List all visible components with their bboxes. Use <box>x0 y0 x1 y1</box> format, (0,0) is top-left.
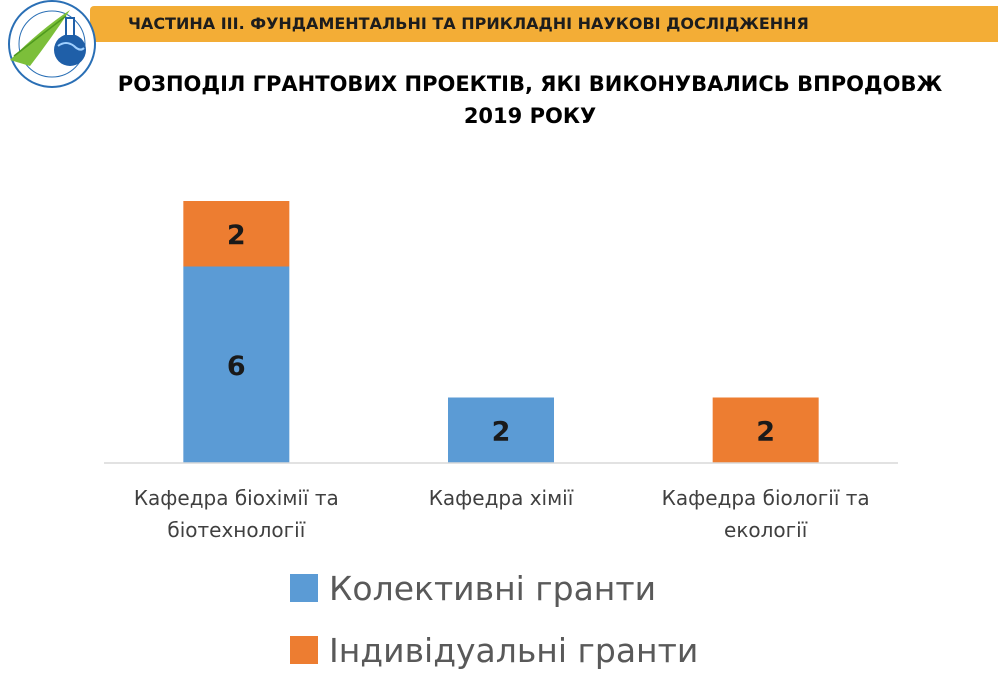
data-label: 2 <box>227 220 246 251</box>
labels-layer: 6 2 2 2 <box>227 220 775 448</box>
legend-swatch <box>290 636 318 664</box>
data-label: 6 <box>227 351 246 382</box>
category-label: Кафедра біології та екології <box>662 486 870 542</box>
chart-title-line: 2019 РОКУ <box>463 104 597 128</box>
legend-label: Колективні гранти <box>329 569 656 608</box>
faculty-logo <box>8 0 96 88</box>
legend-swatch <box>290 574 318 602</box>
bar-segment <box>183 201 290 267</box>
category-label: Кафедра хімії <box>429 486 574 510</box>
bar-segment <box>183 266 290 463</box>
bar-segment <box>448 397 554 463</box>
data-label: 2 <box>756 416 775 447</box>
legend: Колективні гранти Індивідуальні гранти <box>290 569 698 670</box>
chart-title: РОЗПОДІЛ ГРАНТОВИХ ПРОЕКТІВ, ЯКІ ВИКОНУВ… <box>100 68 960 132</box>
section-banner: ЧАСТИНА ІІІ. ФУНДАМЕНТАЛЬНІ ТА ПРИКЛАДНІ… <box>90 6 998 42</box>
bars-layer <box>183 201 819 463</box>
legend-label: Індивідуальні гранти <box>329 631 698 670</box>
category-labels: Кафедра біохімії та біотехнології Кафедра … <box>134 486 870 542</box>
bar-segment <box>712 397 819 463</box>
data-label: 2 <box>492 416 511 447</box>
chart-title-line: РОЗПОДІЛ ГРАНТОВИХ ПРОЕКТІВ, ЯКІ ВИКОНУВ… <box>117 72 943 96</box>
section-banner-title: ЧАСТИНА ІІІ. ФУНДАМЕНТАЛЬНІ ТА ПРИКЛАДНІ… <box>128 14 809 33</box>
category-label: Кафедра біохімії та біотехнології <box>134 486 339 542</box>
